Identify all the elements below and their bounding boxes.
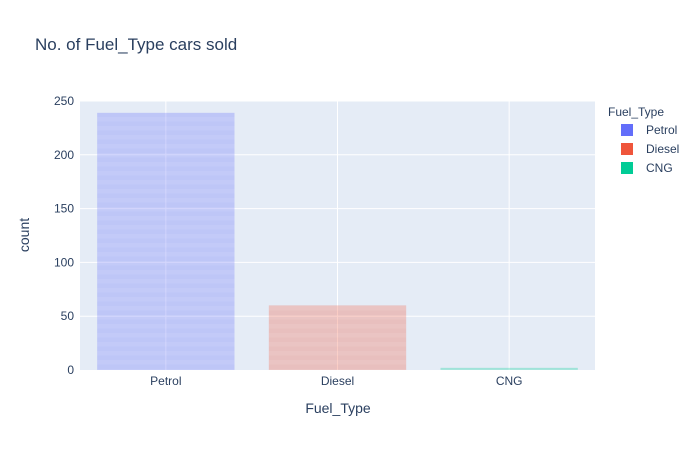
- bars: [97, 112, 578, 370]
- y-tick-label: 100: [54, 255, 74, 269]
- y-axis-title: count: [16, 218, 32, 252]
- x-tick-label: Diesel: [321, 374, 354, 388]
- legend-swatch-petrol: [621, 124, 633, 136]
- y-axis-ticks: 0 50 100 150 200 250: [54, 94, 74, 377]
- y-tick-label: 50: [61, 309, 75, 323]
- legend-label-diesel: Diesel: [646, 142, 679, 156]
- legend-title: Fuel_Type: [608, 105, 664, 119]
- legend-items: Petrol Diesel CNG: [621, 123, 679, 175]
- x-axis-ticks: Petrol Diesel CNG: [150, 374, 522, 388]
- bar-texture: [97, 112, 235, 370]
- legend: Fuel_Type Petrol Diesel CNG: [608, 105, 679, 175]
- x-tick-label: Petrol: [150, 374, 181, 388]
- y-tick-label: 200: [54, 148, 74, 162]
- y-tick-label: 0: [67, 363, 74, 377]
- legend-swatch-diesel: [621, 143, 633, 155]
- chart-title: No. of Fuel_Type cars sold: [35, 35, 237, 54]
- y-tick-label: 250: [54, 94, 74, 108]
- legend-label-cng: CNG: [646, 161, 673, 175]
- x-tick-label: CNG: [496, 374, 523, 388]
- bar-texture: [268, 305, 407, 370]
- legend-label-petrol: Petrol: [646, 123, 677, 137]
- x-axis-title: Fuel_Type: [305, 400, 371, 416]
- y-tick-label: 150: [54, 202, 74, 216]
- legend-swatch-cng: [621, 162, 633, 174]
- bar-texture: [440, 367, 578, 370]
